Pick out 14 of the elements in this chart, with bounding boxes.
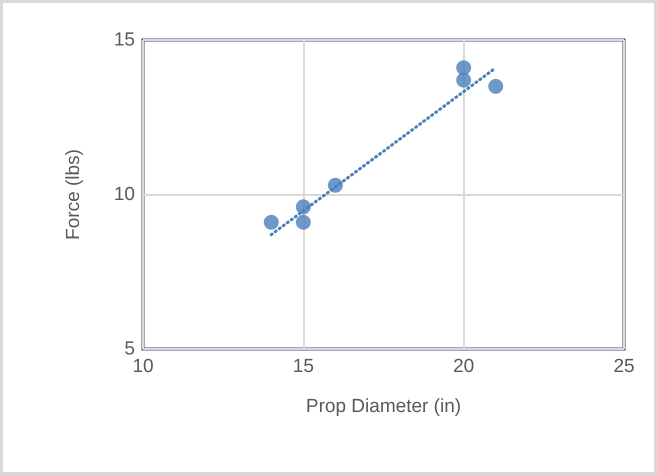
x-tick-label: 25	[613, 356, 635, 377]
x-axis-title: Prop Diameter (in)	[306, 396, 462, 417]
y-tick-label: 15	[114, 30, 135, 50]
y-axis-title: Force (lbs)	[63, 149, 84, 240]
point	[456, 60, 472, 76]
point	[296, 214, 311, 230]
x-tick-label: 10	[132, 356, 154, 377]
point	[264, 214, 279, 230]
x-tick-label: 15	[292, 356, 314, 377]
y-tick-label: 5	[124, 338, 135, 360]
point	[456, 72, 472, 88]
y-tick-label: 10	[114, 184, 135, 205]
x-tick-label: 20	[453, 356, 474, 377]
point	[488, 78, 504, 94]
